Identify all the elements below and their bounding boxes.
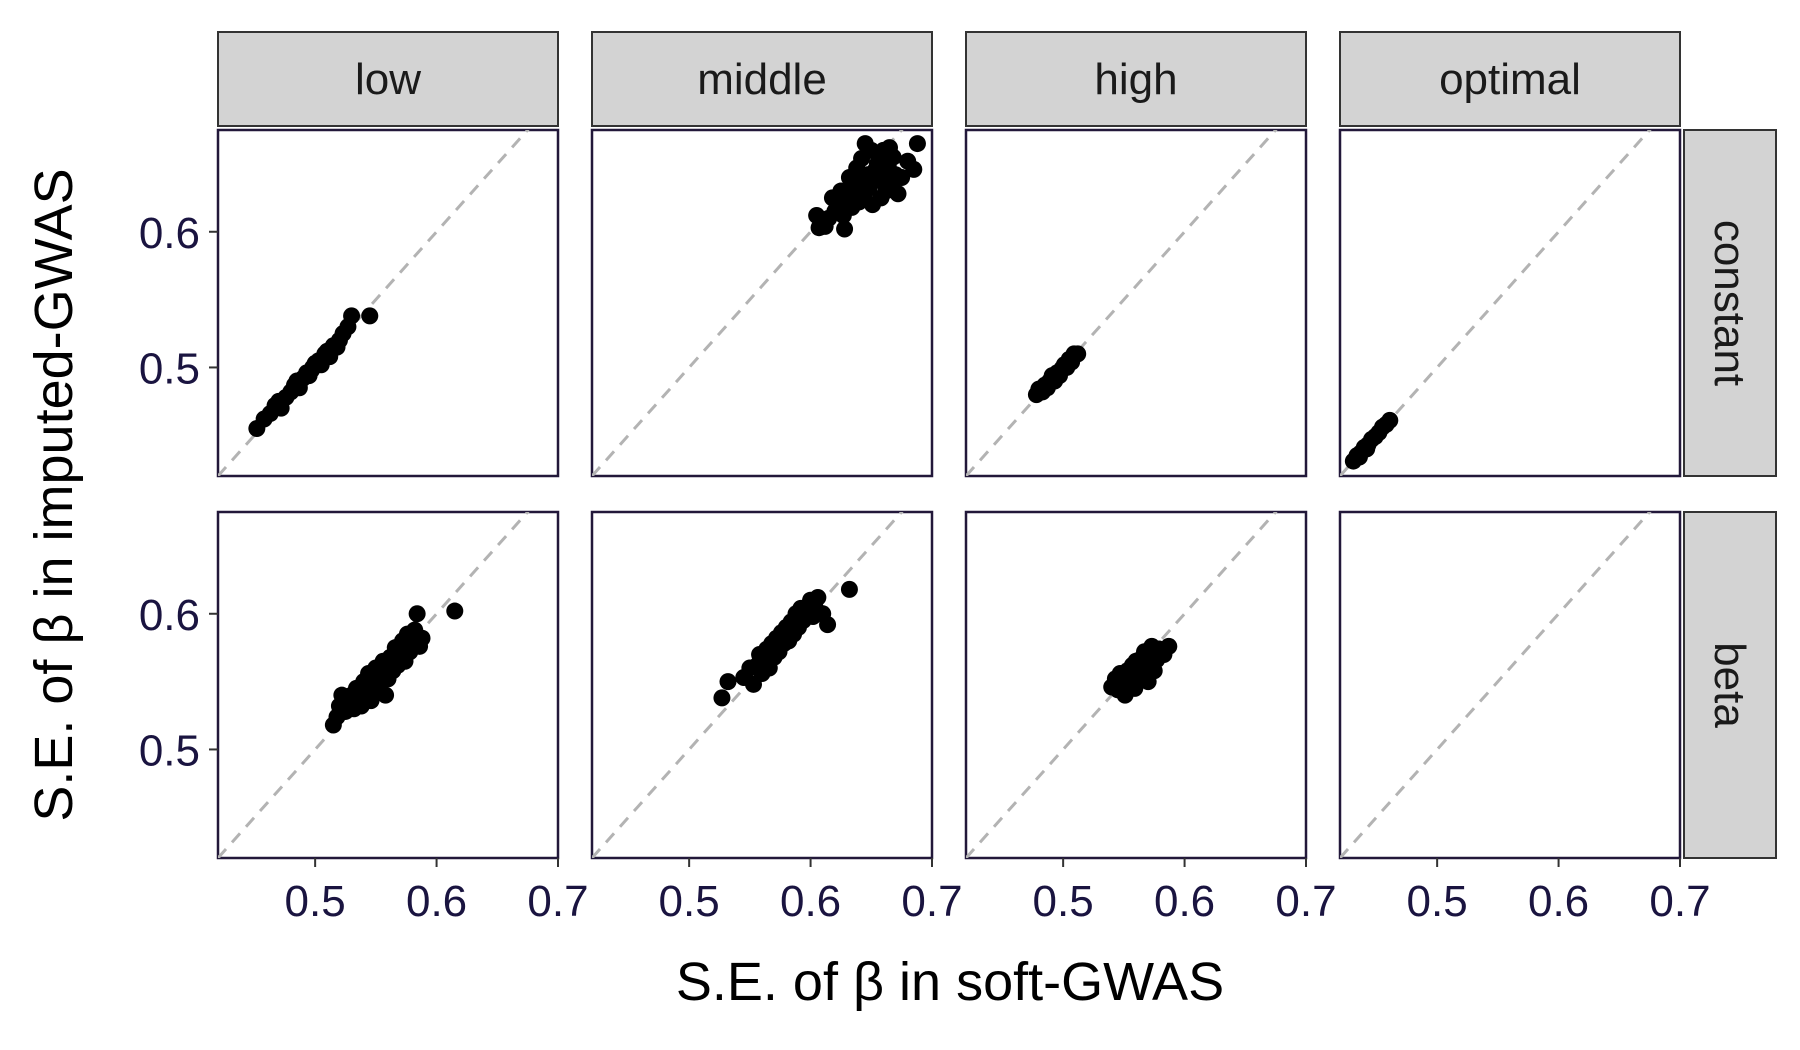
strip-col-label: low [355,55,421,104]
y-tick-label: 0.6 [139,591,200,640]
data-point [315,349,333,367]
strip-col-box [591,31,933,127]
x-tick-label: 0.6 [780,877,841,926]
data-point [361,307,379,325]
panel-beta-optimal [1338,510,1682,860]
data-point [288,372,306,390]
data-point [809,588,827,606]
data-point [832,193,850,211]
panel-plot-area [592,130,926,476]
panel-plot-area [218,130,530,476]
data-point [893,168,911,186]
x-tick-label: 0.5 [1033,877,1094,926]
panel-constant-high [964,128,1308,478]
data-point [856,168,874,186]
data-point [874,141,892,159]
data-point [1127,652,1145,670]
strip-row-label: constant [1705,220,1754,386]
x-tick-label: 0.6 [1528,877,1589,926]
data-point [889,185,907,203]
strip-col-middle: middle [591,31,933,127]
data-point [713,689,731,707]
strip-col-high: high [965,31,1307,127]
data-point [303,361,320,379]
data-point [719,673,737,691]
panel-plot-area [966,130,1278,476]
panel-background [1338,510,1682,860]
panel-constant-optimal [1338,128,1682,478]
data-point [1069,345,1087,363]
data-point [1381,411,1399,429]
panel-plot-area [1340,130,1652,476]
panel-constant-low [216,128,560,478]
data-point [840,580,858,598]
data-point [819,616,837,634]
data-point [905,160,923,178]
panel-plot-area [966,512,1278,858]
y-tick-label: 0.5 [139,344,200,393]
data-point [814,212,832,230]
panel-beta-middle [590,510,934,860]
data-point [1139,673,1157,691]
panel-beta-high [964,510,1308,860]
data-point [836,220,854,238]
y-axis-title: S.E. of β in imputed-GWAS [24,168,84,821]
strip-row-beta: beta [1683,511,1777,859]
panel-background [590,510,934,860]
x-tick-label: 0.5 [285,877,346,926]
data-point [446,602,464,620]
data-point [270,392,288,410]
data-point [1358,440,1376,458]
data-point [343,307,361,325]
strip-col-label: middle [697,55,827,104]
panel-beta-low [216,510,560,860]
data-point [408,605,426,623]
strip-row-box [1683,129,1777,477]
data-point [844,182,862,200]
data-point [362,692,380,710]
strip-row-box [1683,511,1777,859]
panel-plot-area [592,512,904,858]
x-tick-label: 0.7 [1649,877,1710,926]
strip-col-low: low [217,31,559,127]
strip-col-box [1339,31,1681,127]
x-tick-label: 0.7 [527,877,588,926]
x-axis-title: S.E. of β in soft-GWAS [676,952,1224,1012]
strip-row-label: beta [1705,642,1754,728]
strip-row-constant: constant [1683,129,1777,477]
data-point [413,629,431,647]
x-tick-label: 0.6 [1154,877,1215,926]
y-tick-label: 0.6 [139,209,200,258]
strip-col-label: high [1094,55,1177,104]
data-point [908,135,926,153]
x-tick-label: 0.7 [1275,877,1336,926]
data-point [377,686,395,704]
panel-constant-middle [590,128,934,478]
strip-col-box [217,31,559,127]
panels-layer: low middle high optimal constant beta 0.5 0.6 0.… [139,31,1777,926]
data-point [1160,637,1178,655]
x-tick-label: 0.6 [406,877,467,926]
x-tick-label: 0.7 [901,877,962,926]
strip-col-optimal: optimal [1339,31,1681,127]
x-tick-label: 0.5 [1407,877,1468,926]
strip-col-label: optimal [1439,55,1581,104]
strip-col-box [965,31,1307,127]
y-tick-label: 0.5 [139,726,200,775]
x-tick-label: 0.5 [659,877,720,926]
panel-background [964,128,1308,478]
panel-plot-area [218,512,530,858]
data-point [868,155,886,173]
